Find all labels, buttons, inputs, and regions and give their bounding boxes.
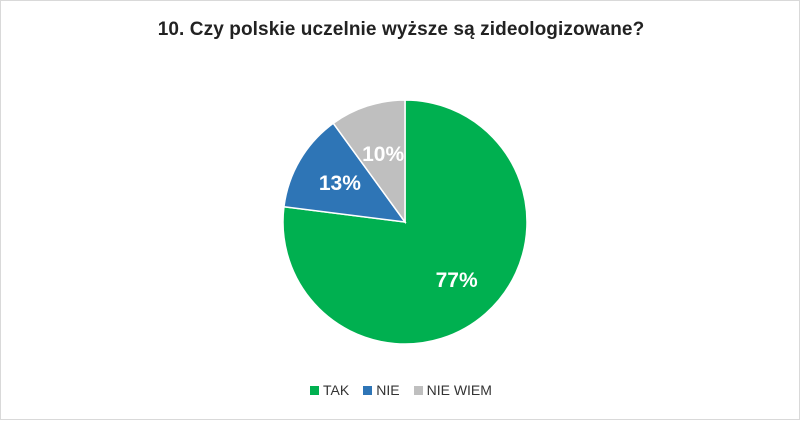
pie-labels: 77% 13%10% bbox=[319, 143, 478, 292]
legend-label-nie-wiem: NIE WIEM bbox=[426, 382, 492, 398]
pie-slice-nie bbox=[283, 122, 407, 223]
legend-label-tak: TAK bbox=[323, 382, 350, 398]
pie-slices bbox=[282, 99, 528, 345]
legend-item-tak: TAK bbox=[310, 382, 349, 398]
data-label-nie-wiem: 10% bbox=[362, 143, 404, 166]
legend: TAK NIE NIE WIEM bbox=[1, 382, 800, 398]
legend-item-nie-wiem: NIE WIEM bbox=[413, 382, 492, 398]
data-label-tak: 77% bbox=[436, 269, 478, 292]
legend-item-nie: NIE bbox=[363, 382, 400, 398]
chart-title: 10. Czy polskie uczelnie wyższe są zideo… bbox=[157, 19, 645, 40]
legend-swatch-tak bbox=[310, 385, 320, 395]
legend-swatch-nie-wiem bbox=[413, 385, 423, 395]
legend-label-nie: NIE bbox=[376, 382, 400, 398]
legend-swatch-nie bbox=[363, 385, 373, 395]
data-label-nie: 13% bbox=[319, 172, 361, 195]
pie-slice-nie-wiem bbox=[332, 99, 406, 225]
